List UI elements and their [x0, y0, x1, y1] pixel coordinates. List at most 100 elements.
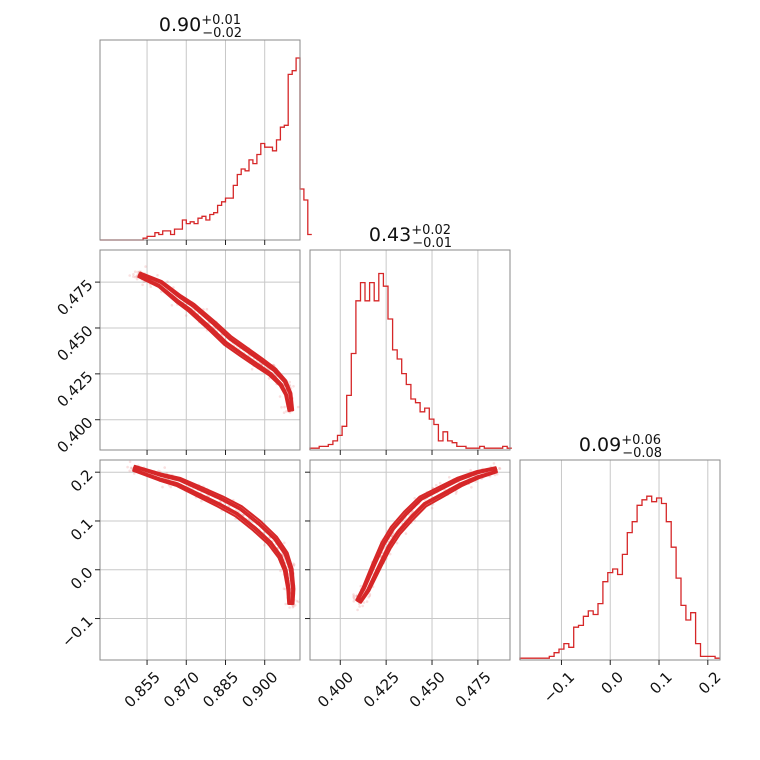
sample-point — [368, 594, 372, 598]
sample-point — [285, 410, 288, 413]
sample-point — [498, 467, 501, 470]
sample-point — [368, 593, 372, 596]
title-p1: 0.43+0.02 — [369, 223, 451, 246]
sample-point — [126, 465, 129, 469]
contour-p1_p2-0 — [355, 466, 498, 604]
title-err-plus-p1: +0.02 — [411, 223, 451, 238]
sample-point — [278, 395, 282, 398]
sample-point — [361, 604, 365, 608]
ytick-label-p1-3: 0.475 — [53, 276, 96, 319]
sample-point — [448, 476, 451, 479]
scatter-panel-p0_p1 — [95, 249, 301, 455]
hist-frame-p0 — [99, 39, 301, 241]
title-p0: 0.90+0.01 — [159, 13, 241, 36]
sample-point — [493, 473, 497, 477]
title-median-p2: 0.09 — [579, 434, 621, 456]
sample-point — [149, 285, 152, 289]
ytick-label-p2-1: 0.0 — [67, 564, 97, 594]
sample-point — [283, 541, 286, 545]
title-err-plus-p0: +0.01 — [201, 13, 241, 28]
sample-point — [365, 600, 369, 603]
sample-point — [292, 564, 296, 568]
sample-point — [136, 270, 139, 274]
sample-point — [242, 513, 245, 517]
title-err-minus-p0: −0.02 — [202, 26, 242, 41]
xtick-label-p2-3: 0.2 — [695, 668, 725, 698]
sample-point — [292, 385, 295, 388]
contour-p0_p1-2 — [137, 273, 293, 412]
sample-point — [292, 562, 295, 565]
sample-point — [279, 569, 282, 573]
xtick-label-p2-0: −0.1 — [540, 668, 578, 706]
title-err-plus-p2: +0.06 — [621, 433, 661, 448]
sample-point — [280, 406, 283, 409]
sample-point — [283, 405, 286, 409]
sample-point — [144, 265, 147, 268]
sample-point — [128, 274, 131, 277]
sample-point — [205, 307, 209, 311]
sample-point — [362, 601, 366, 604]
sample-point — [404, 532, 408, 535]
ytick-label-p2-3: 0.2 — [67, 466, 97, 496]
sample-point — [388, 552, 392, 556]
frame-p1_p2 — [309, 459, 511, 661]
sample-point — [352, 596, 355, 599]
sample-point — [359, 584, 363, 588]
xtick-label-p1-1: 0.425 — [360, 668, 403, 711]
sample-point — [132, 275, 135, 278]
sample-point — [247, 518, 251, 521]
sample-point — [284, 602, 288, 606]
hist-frame-p2 — [519, 459, 721, 661]
contour-p1_p2-2 — [356, 467, 498, 603]
ytick-label-p1-0: 0.400 — [53, 414, 96, 457]
sample-point — [282, 587, 286, 590]
sample-point — [356, 608, 359, 612]
xtick-label-p1-0: 0.400 — [314, 668, 357, 711]
sample-point — [156, 274, 159, 277]
sample-point — [293, 604, 297, 607]
sample-point — [141, 283, 144, 287]
sample-point — [250, 367, 254, 371]
frame-p0_p1 — [99, 249, 301, 451]
xtick-label-p0-1: 0.870 — [160, 668, 203, 711]
sample-point — [184, 314, 188, 317]
sample-point — [288, 380, 292, 384]
sample-point — [129, 466, 133, 470]
hist-panel-p0: 0.90+0.01−0.02 — [99, 13, 312, 245]
sample-point — [292, 563, 296, 566]
sample-point — [132, 273, 135, 276]
ytick-label-p2-2: 0.1 — [67, 515, 97, 545]
hist-panel-p2: 0.09+0.06−0.08 — [519, 433, 721, 665]
hist-line-p0 — [100, 57, 312, 241]
sample-point — [128, 469, 131, 473]
sample-point — [430, 506, 434, 510]
sample-point — [352, 593, 355, 596]
contour-p0_p1-1 — [137, 272, 294, 412]
sample-point — [163, 466, 166, 469]
sample-point — [469, 468, 472, 472]
sample-point — [133, 270, 137, 274]
sample-point — [169, 485, 172, 489]
contour-p0_p1-0 — [137, 271, 295, 412]
title-median-p0: 0.90 — [159, 14, 201, 36]
frame-p0_p2 — [99, 459, 301, 661]
title-median-p1: 0.43 — [369, 224, 411, 246]
title-p2: 0.09+0.06 — [579, 433, 661, 456]
hist-line-p2 — [519, 495, 720, 660]
title-err-minus-p2: −0.08 — [622, 446, 662, 461]
sample-point — [161, 485, 164, 489]
sample-point — [435, 483, 438, 487]
ytick-label-p1-1: 0.425 — [53, 368, 96, 411]
sample-point — [247, 518, 251, 521]
sample-point — [128, 460, 132, 464]
sample-point — [358, 605, 361, 608]
sample-point — [288, 606, 291, 609]
sample-point — [498, 467, 502, 470]
sample-point — [352, 594, 356, 598]
sample-point — [133, 275, 137, 279]
sample-point — [228, 505, 231, 508]
xtick-label-p0-2: 0.885 — [199, 668, 242, 711]
scatter-panel-p0_p2 — [95, 459, 301, 665]
sample-point — [352, 600, 356, 603]
